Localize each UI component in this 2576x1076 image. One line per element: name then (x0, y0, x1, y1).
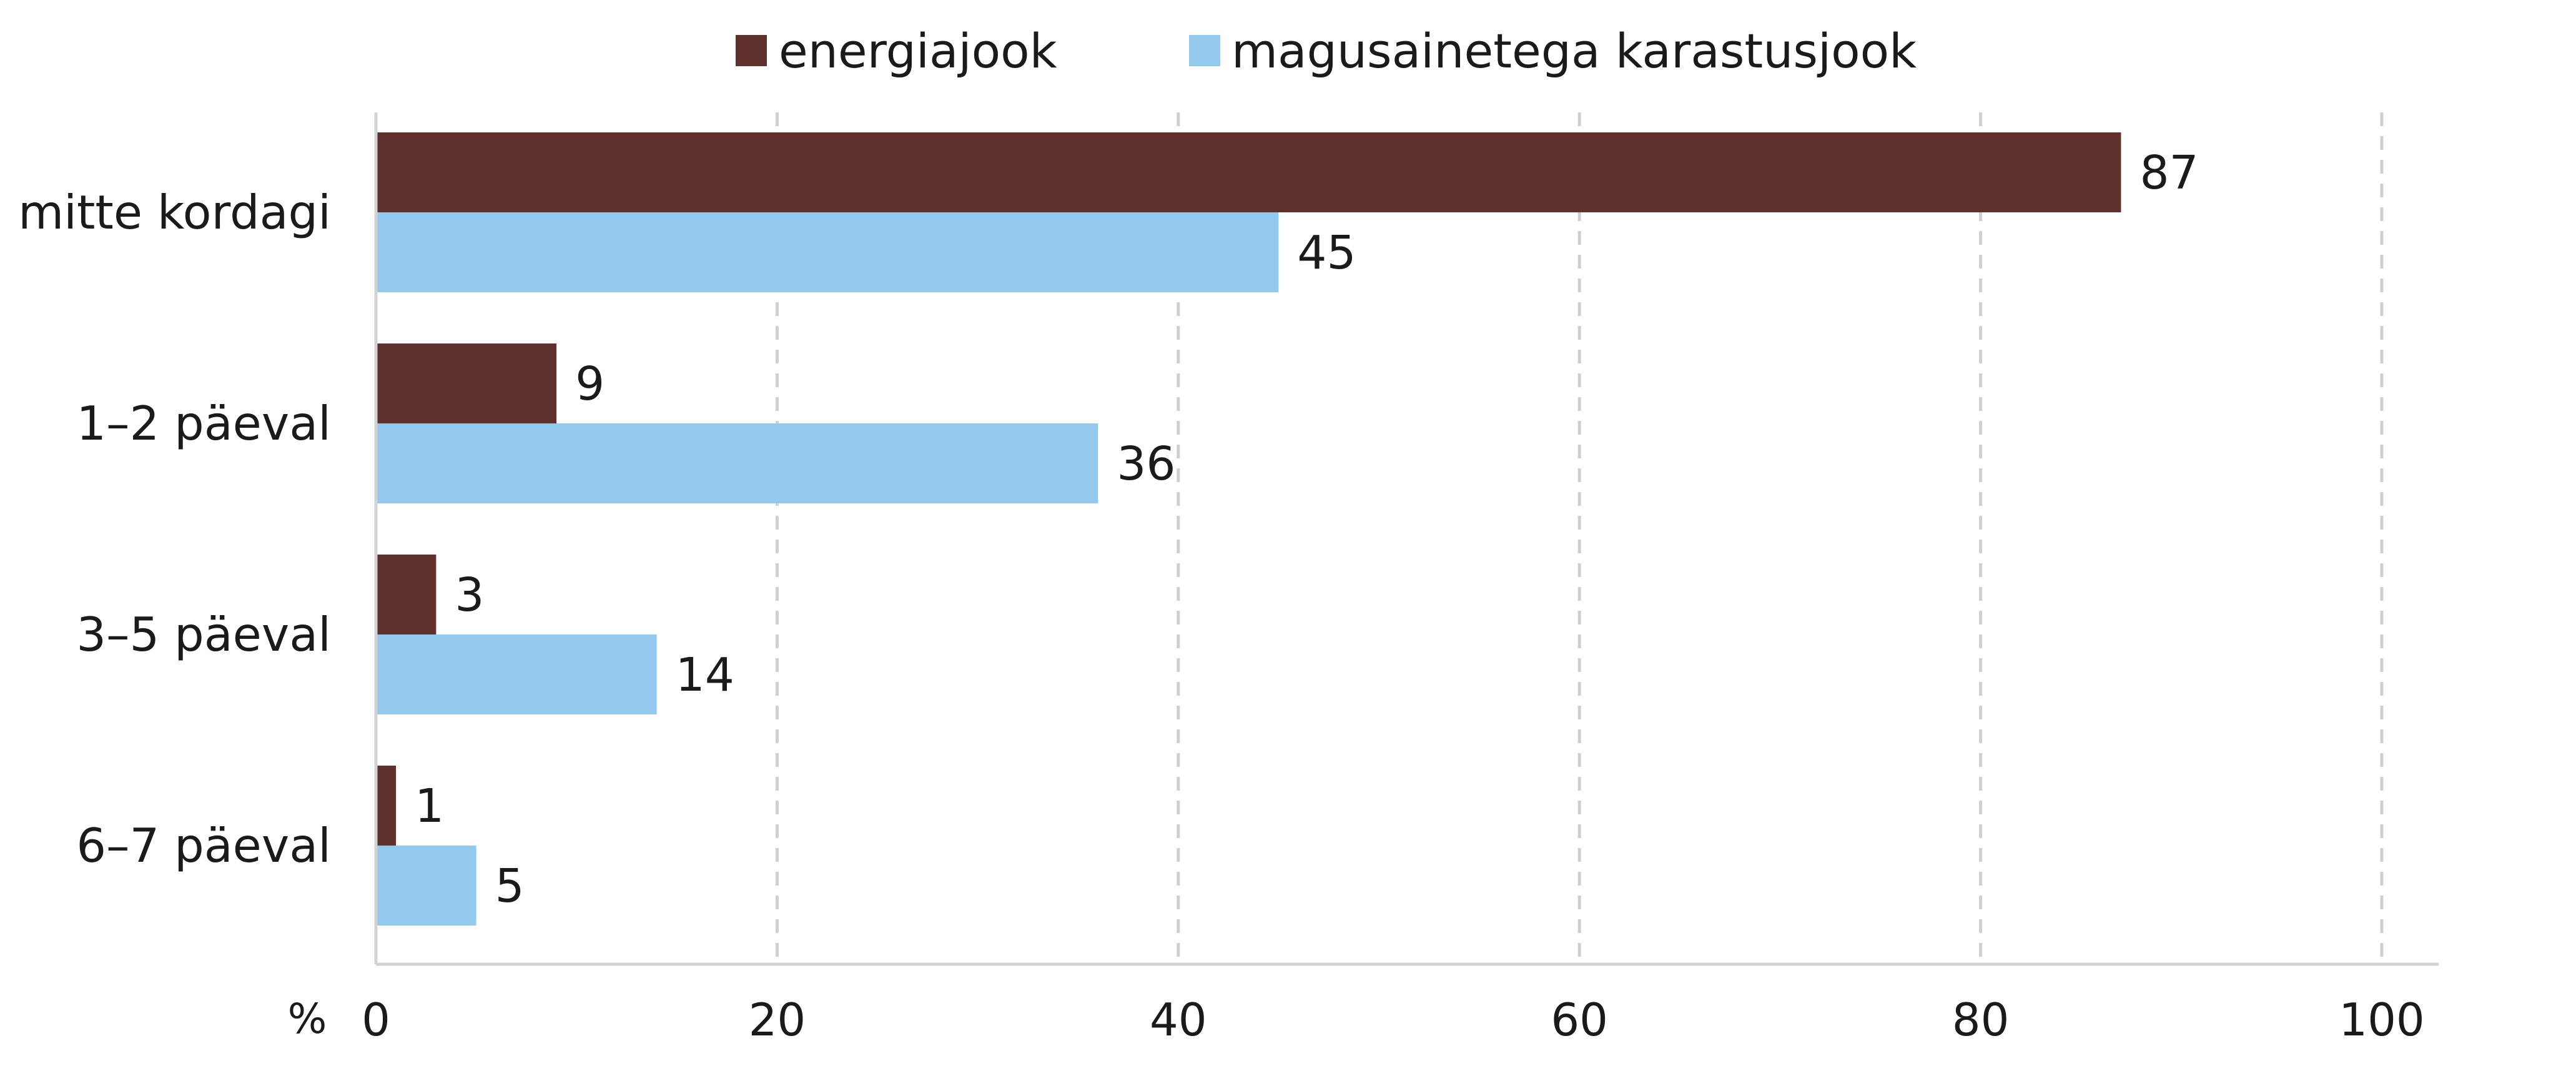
category-label-1-2-paeval: 1–2 päeval (76, 396, 331, 451)
x-tick-label-20: 20 (749, 994, 806, 1046)
category-label-3-5-paeval: 3–5 päeval (76, 607, 331, 662)
data-label-energiajook-6-7-paeval: 1 (415, 779, 444, 833)
data-label-energiajook-3-5-paeval: 3 (455, 568, 484, 622)
data-label-magusainetega-karastusjook-1-2-paeval: 36 (1117, 437, 1175, 491)
category-labels: mitte kordagi 1–2 päeval 3–5 päeval 6–7 päe… (18, 185, 331, 873)
data-label-magusainetega-karastusjook-3-5-paeval: 14 (676, 648, 734, 702)
bar-magusainetega-karastusjook-3-5-paeval (377, 634, 657, 714)
legend-swatch-magusainetega-karastusjook (1189, 35, 1220, 66)
data-label-energiajook-1-2-paeval: 9 (575, 357, 605, 411)
category-label-mitte-kordagi: mitte kordagi (18, 185, 331, 240)
x-tick-label-100: 100 (2339, 994, 2424, 1046)
legend-label-magusainetega-karastusjook: magusainetega karastusjook (1231, 23, 1917, 79)
legend-swatch-energiajook (736, 35, 767, 66)
x-tick-label-60: 60 (1551, 994, 1608, 1046)
legend: energiajook magusainetega karastusjook (736, 23, 1917, 79)
data-label-energiajook-mitte-kordagi: 87 (2139, 146, 2198, 200)
x-axis-unit-label: % (288, 995, 327, 1043)
bar-energiajook-mitte-kordagi (377, 132, 2121, 212)
bar-magusainetega-karastusjook-mitte-kordagi (377, 212, 1279, 292)
data-label-magusainetega-karastusjook-6-7-paeval: 5 (495, 859, 525, 913)
x-tick-label-40: 40 (1150, 994, 1207, 1046)
category-label-6-7-paeval: 6–7 päeval (76, 818, 331, 873)
bar-energiajook-6-7-paeval (377, 766, 397, 846)
x-tick-label-0: 0 (362, 994, 390, 1046)
legend-label-energiajook: energiajook (779, 23, 1057, 79)
bar-magusainetega-karastusjook-6-7-paeval (377, 846, 476, 925)
bar-energiajook-1-2-paeval (377, 343, 557, 423)
x-axis: 0 20 40 60 80 100% (288, 112, 2439, 1046)
bar-magusainetega-karastusjook-1-2-paeval (377, 423, 1098, 503)
data-label-magusainetega-karastusjook-mitte-kordagi: 45 (1297, 226, 1356, 280)
x-tick-label-80: 80 (1952, 994, 2010, 1046)
data-labels: 87 45 9 36 3 14 15 (415, 146, 2198, 913)
bar-energiajook-3-5-paeval (377, 555, 437, 634)
bars (377, 132, 2121, 925)
